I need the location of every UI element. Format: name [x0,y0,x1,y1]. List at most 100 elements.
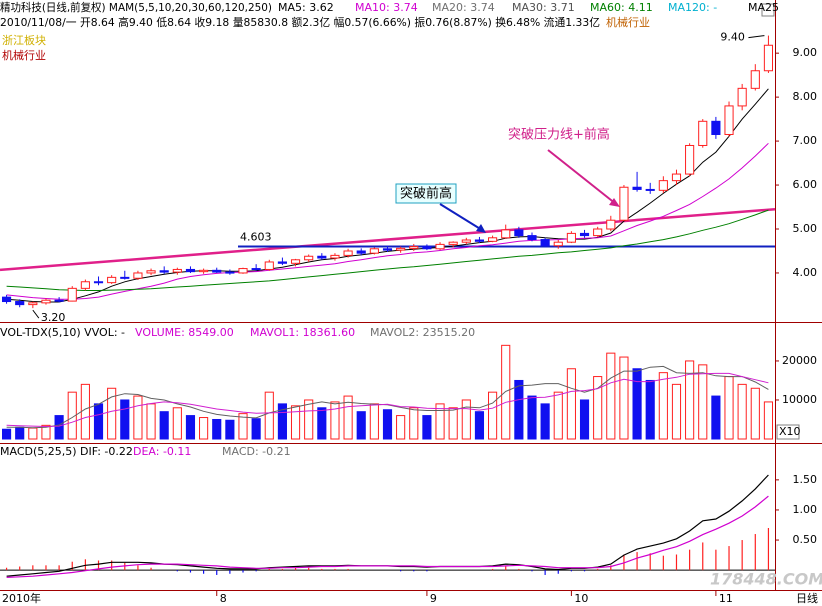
unit-label: X10 [779,425,801,438]
candle-body [67,287,77,302]
header-item: MA5: 3.62 [278,1,334,14]
volume-bar [474,411,485,440]
candle-body [290,259,301,264]
high-pointer [748,35,765,39]
volume-bar [172,407,182,440]
candle-body [724,105,734,135]
candle-body [606,219,616,230]
volume-bar [763,401,774,440]
volume-bar [409,407,419,440]
panel-frame [0,0,822,591]
y-tick-label: 9.00 [793,46,818,59]
volume-bar [185,415,196,440]
volume-bar [514,379,524,440]
volume-bar [553,391,563,440]
volume-bar [685,360,695,440]
note: 突破压力线+前高 [508,127,610,143]
note: 突破前高 [400,186,452,202]
legend-item: MAVOL1: 18361.60 [250,326,355,339]
volume-bar [356,411,366,440]
candle-body [632,186,642,190]
candle-body [146,270,156,274]
candle-body [488,237,498,242]
volume-bar [422,415,432,440]
candle-body [645,188,655,191]
candle-body [514,229,524,237]
legend-item: DEA: -0.11 [133,445,191,458]
candle-body [527,235,537,241]
volume-bar [619,356,629,440]
candle-body [501,229,511,239]
candle-body [93,281,104,284]
legend-item: VOLUME: 8549.00 [135,326,234,339]
volume-bar [711,395,721,440]
watermark: 178448.COM [710,570,822,589]
x-tick-label: 10 [574,592,588,605]
candle-body [435,243,445,250]
candle-body [566,232,576,243]
candle-body [763,44,774,72]
y-tick-label: 7.00 [793,134,818,147]
volume-bar [658,372,668,440]
volume-bar [67,391,77,440]
candle-body [737,87,747,107]
volume-bar [212,418,222,440]
volume-bar [540,403,550,440]
y-tick-label: 6.00 [793,178,818,191]
period-label[interactable]: 日线 [796,591,818,605]
volume-bar [488,391,498,440]
low-pointer [32,309,40,319]
candle-body [658,180,668,191]
volume-bar [737,383,747,440]
note-arrow [439,203,483,231]
volume-bar [750,387,760,440]
y-tick-label: 4.00 [793,266,818,279]
volume-bar [330,401,340,440]
volume-bar [566,368,576,440]
candle-body [619,186,629,221]
volume-bar [93,403,104,440]
candle-body [107,276,117,284]
volume-bar [396,415,406,440]
note-arrowhead [476,224,486,233]
volume-bar [579,399,590,440]
volume-bar [54,415,64,440]
mavol-line [6,372,769,428]
volume-bar [448,407,458,440]
candle-body [277,261,287,264]
volume-bar [606,352,616,440]
low-label: 3.20 [41,311,66,324]
candle-body [422,246,432,250]
candle-body [238,268,248,274]
header-item: 2010/11/08/一 开8.64 高9.40 低8.64 收9.18 量85… [0,15,600,29]
volume-bar [199,417,209,440]
volume-bar [28,427,38,440]
y-tick-label: 20000 [782,354,817,367]
candle-body [28,302,38,306]
candle-body [304,255,314,261]
volume-bar [251,418,261,440]
candle-body [461,239,471,243]
volume-bar [527,395,537,440]
volume-bar [382,409,393,440]
y-tick-label: 8.00 [793,90,818,103]
volume-bar [146,403,156,440]
settings-icon[interactable] [761,3,775,17]
volume-bar [1,428,12,440]
dea-line [6,495,769,578]
header-item: MA60: 4.11 [590,1,653,14]
note-arrowhead [609,198,620,207]
y-tick-label: 10000 [782,393,817,406]
volume-bar [159,411,169,440]
y-tick-label: 1.00 [793,503,818,516]
candle-body [671,173,682,182]
volume-bar [435,403,445,440]
legend-item: MACD(5,25,5) DIF: -0.22 [0,445,133,458]
note-arrow [547,149,617,205]
candle-body [185,268,196,273]
volume-bar [645,379,655,440]
unit-box [776,424,800,440]
volume-bar [671,383,682,440]
